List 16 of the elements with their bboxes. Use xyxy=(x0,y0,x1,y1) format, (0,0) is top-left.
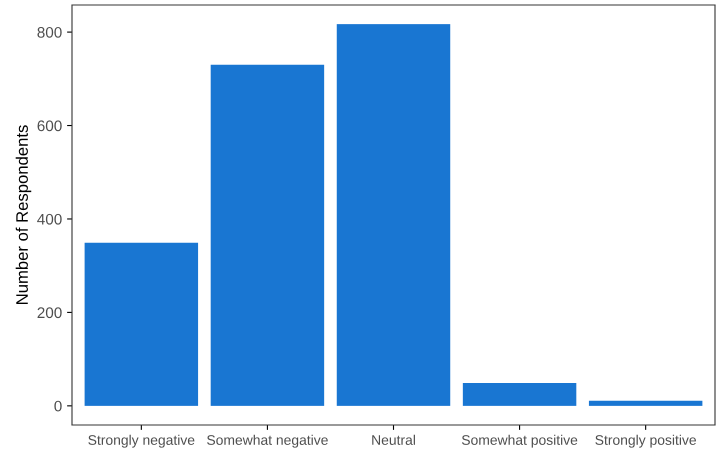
bar xyxy=(210,64,324,406)
x-tick-label: Strongly positive xyxy=(595,434,696,448)
bar xyxy=(462,382,576,406)
x-tick-label: Somewhat positive xyxy=(462,434,578,448)
x-tick-label: Somewhat negative xyxy=(207,434,328,448)
bar xyxy=(84,242,198,406)
y-tick-label: 200 xyxy=(38,307,62,318)
bar xyxy=(336,24,450,406)
bar xyxy=(588,400,702,406)
x-tick-label: Neutral xyxy=(372,434,415,445)
y-tick-label: 0 xyxy=(54,400,62,412)
y-axis-title: Number of Respondents xyxy=(16,125,32,304)
y-tick-label: 400 xyxy=(37,214,62,225)
x-tick-label: Strongly negative xyxy=(88,434,194,448)
y-tick-label: 600 xyxy=(38,120,62,132)
y-tick-label: 800 xyxy=(37,26,62,38)
